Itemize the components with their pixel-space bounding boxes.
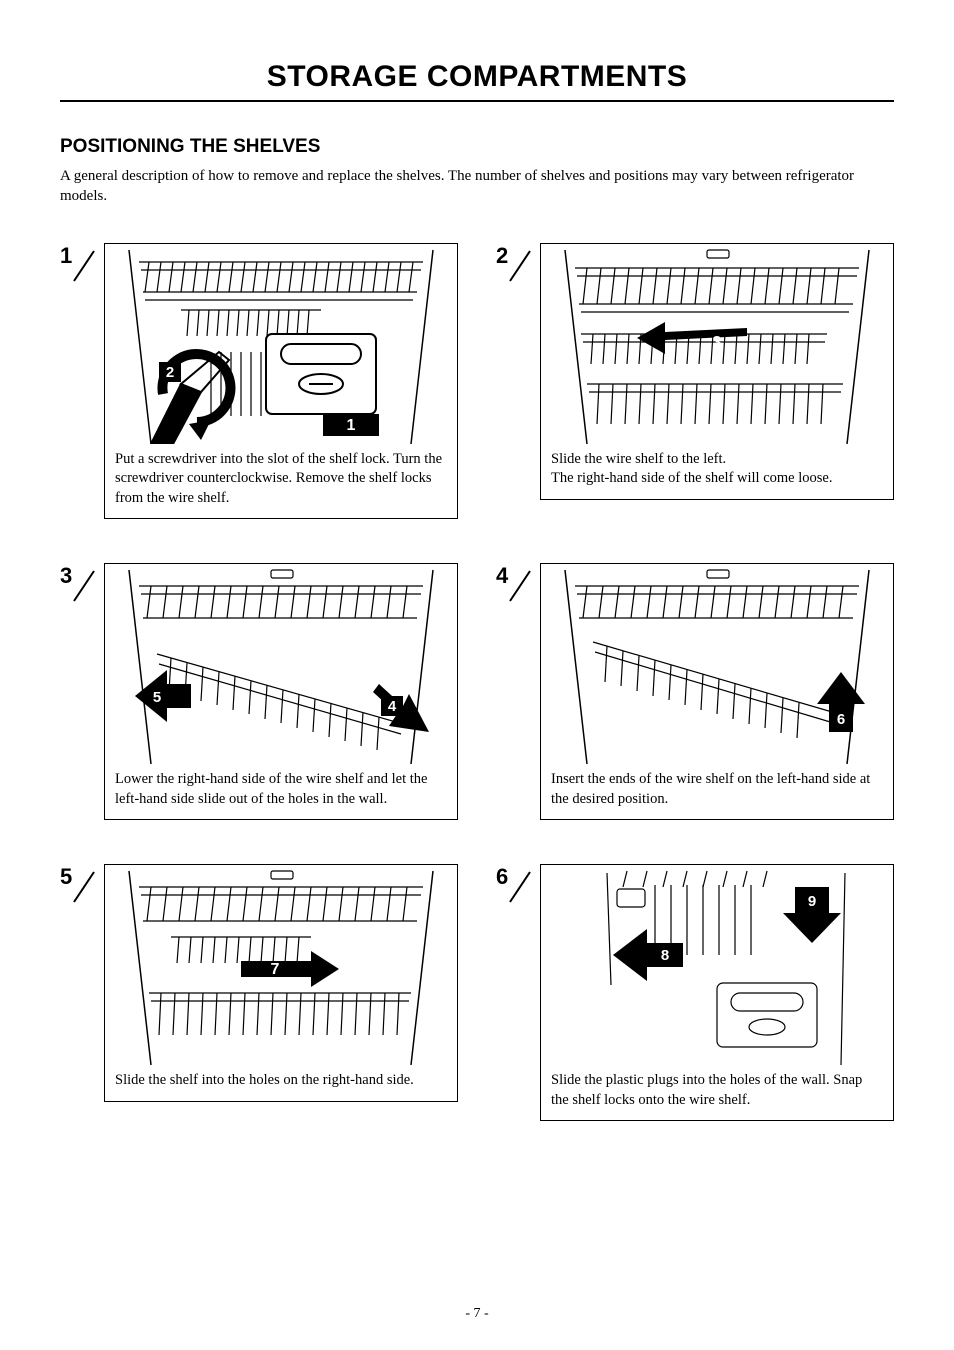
svg-text:9: 9 [808, 893, 816, 910]
slash-icon [508, 249, 536, 285]
step-number-1: 1 [60, 243, 90, 267]
step-caption: Slide the shelf into the holes on the ri… [105, 1065, 457, 1101]
step-caption: Lower the right-hand side of the wire sh… [105, 764, 457, 819]
step-number-5: 5 [60, 864, 90, 888]
page-title: STORAGE COMPARTMENTS [60, 60, 894, 102]
illustration-3: 4 5 [105, 564, 457, 764]
step-caption: Insert the ends of the wire shelf on the… [541, 764, 893, 819]
step-box: 2 1 Put a screwdriver into the slot of t… [104, 243, 458, 520]
page-number: - 7 - [0, 1306, 954, 1322]
slash-icon [72, 249, 100, 285]
illustration-6: 8 9 [541, 865, 893, 1065]
step-number-3: 3 [60, 563, 90, 587]
slash-icon [72, 569, 100, 605]
illustration-2: 3 [541, 244, 893, 444]
step-caption: Slide the wire shelf to the left. The ri… [541, 444, 893, 499]
step-number-label: 5 [60, 866, 72, 888]
step-number-label: 1 [60, 245, 72, 267]
intro-paragraph: A general description of how to remove a… [60, 166, 894, 207]
step-number-4: 4 [496, 563, 526, 587]
manual-page: STORAGE COMPARTMENTS POSITIONING THE SHE… [0, 0, 954, 1350]
step-2: 2 [496, 243, 894, 520]
step-caption: Put a screwdriver into the slot of the s… [105, 444, 457, 519]
svg-text:2: 2 [166, 364, 174, 381]
step-3: 3 [60, 563, 458, 820]
section-title: POSITIONING THE SHELVES [60, 136, 894, 158]
step-number-label: 6 [496, 866, 508, 888]
svg-text:8: 8 [661, 947, 669, 964]
step-box: 8 9 Slide the plastic plugs into the hol… [540, 864, 894, 1121]
step-4: 4 6 [496, 563, 894, 820]
step-6: 6 [496, 864, 894, 1121]
slash-icon [72, 870, 100, 906]
svg-text:5: 5 [153, 689, 161, 706]
illustration-4: 6 [541, 564, 893, 764]
step-number-label: 4 [496, 565, 508, 587]
step-number-6: 6 [496, 864, 526, 888]
step-number-label: 3 [60, 565, 72, 587]
step-5: 5 [60, 864, 458, 1121]
step-box: 6 Insert the ends of the wire shelf on t… [540, 563, 894, 820]
step-1: 1 [60, 243, 458, 520]
slash-icon [508, 870, 536, 906]
step-box: 4 5 Lower the right-hand side of the wir… [104, 563, 458, 820]
step-caption: Slide the plastic plugs into the holes o… [541, 1065, 893, 1120]
step-number-label: 2 [496, 245, 508, 267]
svg-text:7: 7 [271, 961, 280, 978]
step-number-2: 2 [496, 243, 526, 267]
svg-text:4: 4 [388, 698, 397, 715]
svg-text:6: 6 [837, 711, 845, 728]
svg-text:1: 1 [347, 417, 356, 434]
slash-icon [508, 569, 536, 605]
step-box: 3 Slide the wire shelf to the left. The … [540, 243, 894, 500]
steps-grid: 1 [60, 243, 894, 1122]
illustration-1: 2 1 [105, 244, 457, 444]
step-box: 7 Slide the shelf into the holes on the … [104, 864, 458, 1102]
illustration-5: 7 [105, 865, 457, 1065]
svg-text:3: 3 [713, 334, 722, 351]
